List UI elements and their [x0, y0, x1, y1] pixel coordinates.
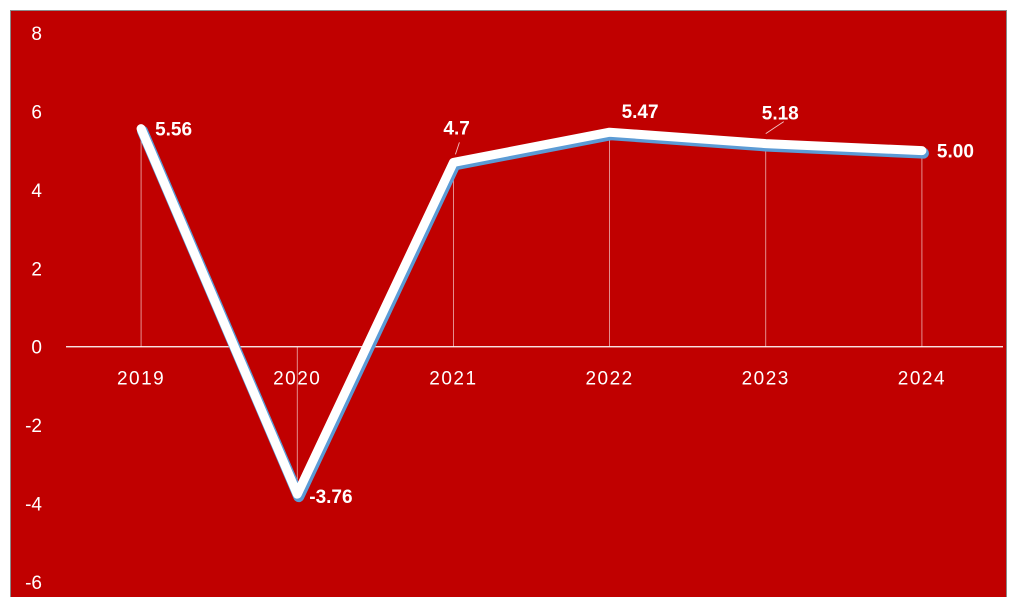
data-label: 4.7 [443, 118, 469, 139]
data-point [449, 158, 458, 167]
y-axis-ticks: 8 6 4 2 0 -2 -4 -6 [25, 24, 42, 594]
label-leader-line [454, 142, 460, 155]
y-tick-label: -4 [25, 495, 42, 516]
data-labels: 5.56 -3.76 4.7 5.47 5.18 5.00 [155, 102, 974, 508]
label-leader-line [765, 121, 784, 134]
data-point [761, 139, 770, 148]
y-tick-label: -2 [25, 416, 42, 437]
data-point [137, 124, 146, 133]
y-tick-label: -6 [25, 573, 42, 594]
x-axis-ticks: 2019 2020 2021 2022 2023 2024 [117, 369, 946, 390]
y-tick-label: 8 [31, 24, 42, 45]
x-tick-label: 2020 [273, 369, 321, 390]
data-label: 5.47 [622, 102, 659, 123]
series-line [136, 124, 927, 499]
data-point [605, 128, 614, 137]
chart-frame [10, 10, 1007, 597]
series-layer [136, 124, 929, 503]
x-tick-label: 2019 [117, 369, 165, 390]
data-point [293, 490, 302, 499]
x-tick-label: 2024 [898, 369, 946, 390]
x-tick-label: 2022 [585, 369, 633, 390]
data-label: 5.00 [937, 142, 974, 163]
y-tick-label: 6 [31, 102, 42, 123]
data-label: 5.56 [155, 120, 192, 141]
x-tick-label: 2023 [742, 369, 790, 390]
chart-background [11, 11, 1006, 597]
y-tick-label: 2 [31, 259, 42, 280]
data-label: 5.18 [762, 104, 799, 125]
data-label: -3.76 [309, 487, 352, 508]
x-tick-label: 2021 [429, 369, 477, 390]
y-tick-label: 0 [31, 338, 42, 359]
y-tick-label: 4 [31, 181, 42, 202]
data-point [917, 146, 926, 155]
drop-lines [140, 128, 923, 495]
